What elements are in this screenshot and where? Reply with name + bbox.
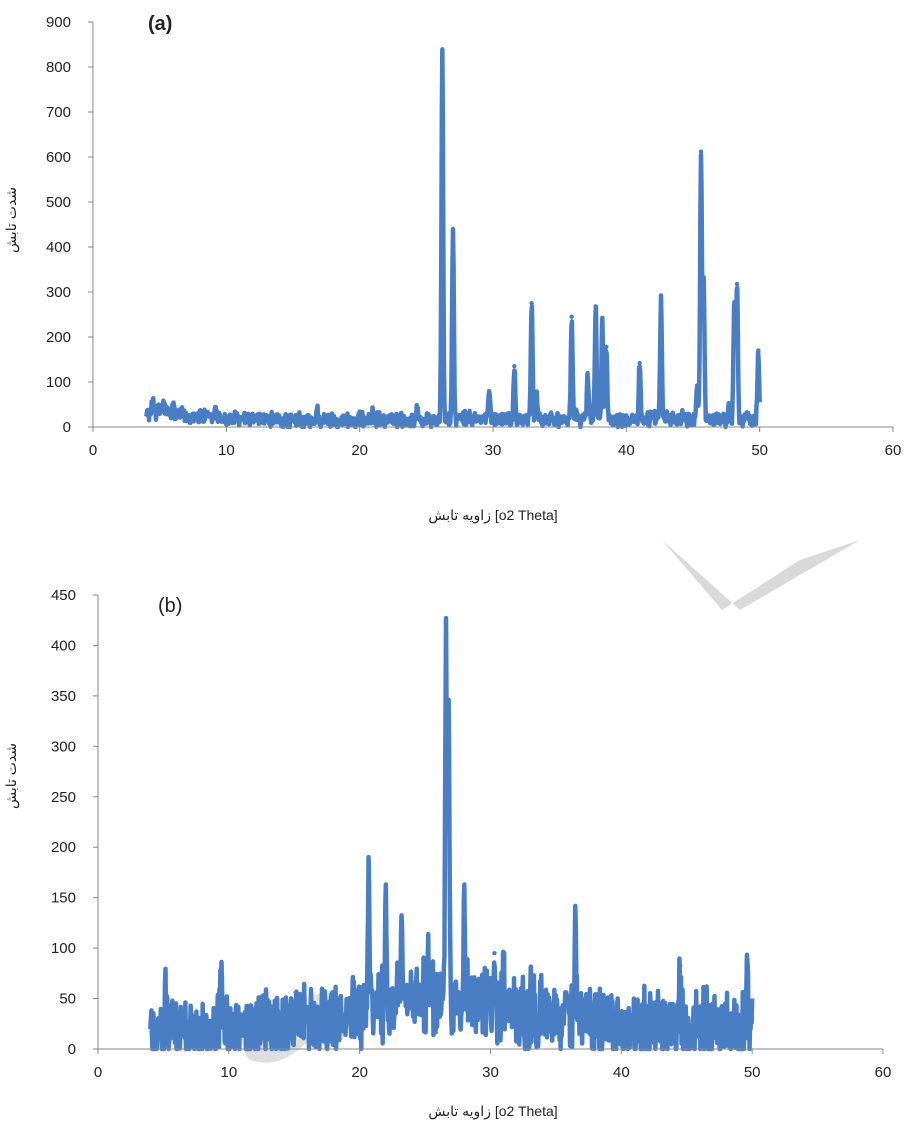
y-tick-label-b: 0 <box>68 1041 76 1058</box>
peak-point-a-24 <box>732 299 737 305</box>
peak-point-b-8 <box>446 703 451 709</box>
peak-point-a-18 <box>637 360 642 366</box>
y-tick-label-a: 400 <box>46 239 71 256</box>
y-tick-label-a: 0 <box>63 419 71 436</box>
peak-point-b-6 <box>425 950 430 956</box>
peak-point-b-2 <box>293 990 298 995</box>
x-tick-label-b: 0 <box>94 1064 102 1081</box>
peak-point-a-25 <box>734 281 740 287</box>
peak-point-a-11 <box>529 301 534 306</box>
y-tick-label-b: 150 <box>51 890 76 907</box>
peak-point-a-20 <box>694 383 700 388</box>
series-line-b <box>148 615 755 1052</box>
peak-point-a-17 <box>604 344 609 350</box>
peak-point-b-9 <box>462 915 467 921</box>
y-tick-label-a: 300 <box>46 284 71 301</box>
axes-b: 0 50 100 150 200 250 300 350 400 450 0 10 20 30 40 50 60 <box>51 587 891 1081</box>
y-tick-label-a: 500 <box>46 194 71 211</box>
peak-point-a-16 <box>600 321 605 326</box>
peak-point-a-12 <box>534 397 540 403</box>
peak-point-a-1 <box>161 400 166 405</box>
y-tick-label-a: 900 <box>46 14 71 31</box>
x-axis-title-a: زاویه تابش [o2 Theta] <box>428 507 557 524</box>
y-tick-label-b: 250 <box>51 789 76 806</box>
y-axis-title-b: شدت تابش <box>3 743 20 809</box>
peak-point-b-5 <box>399 935 404 941</box>
y-tick-label-a: 800 <box>46 59 71 76</box>
plot-area-b <box>148 615 755 1052</box>
x-tick-label-a: 0 <box>89 442 97 459</box>
x-tick-label-b: 10 <box>220 1064 237 1081</box>
peak-point-a-7 <box>440 51 445 56</box>
peak-point-a-2 <box>170 403 176 408</box>
peak-point-a-13 <box>569 314 574 319</box>
y-tick-label-b: 350 <box>51 688 76 705</box>
y-axis-title-a: شدت تابش <box>3 187 20 253</box>
axes-a: 0 100 200 300 400 500 600 700 800 900 0 10 20 30 40 50 6… <box>46 14 901 459</box>
peak-point-a-19 <box>658 299 664 305</box>
peak-point-a-6 <box>414 407 420 413</box>
x-tick-label-a: 60 <box>885 442 902 459</box>
y-tick-label-b: 400 <box>51 637 76 654</box>
watermark <box>242 540 860 1063</box>
peak-point-a-23 <box>726 404 732 409</box>
peak-point-a-21 <box>698 149 704 154</box>
peak-point-a-8 <box>450 226 456 232</box>
peak-point-a-3 <box>213 405 218 410</box>
series-line-a <box>144 47 762 430</box>
chart-panel-a: 0 100 200 300 400 500 600 700 800 900 0 10 20 30 40 50 6… <box>3 13 901 524</box>
panel-label-a: (a) <box>148 13 172 35</box>
plot-area-a <box>144 47 762 430</box>
x-tick-label-a: 30 <box>485 442 502 459</box>
peak-point-a-22 <box>701 276 706 281</box>
peak-point-b-7 <box>443 637 449 642</box>
x-axis-title-b: زاویه تابش [o2 Theta] <box>428 1103 557 1120</box>
y-tick-label-a: 100 <box>46 374 71 391</box>
x-tick-label-b: 30 <box>482 1064 499 1081</box>
y-tick-label-b: 300 <box>51 738 76 755</box>
x-tick-label-a: 20 <box>351 442 368 459</box>
peak-point-b-14 <box>744 958 750 963</box>
chart-panel-b: 0 50 100 150 200 250 300 350 400 450 0 10 20 30 40 50 60… <box>3 587 891 1120</box>
y-tick-label-a: 200 <box>46 329 71 346</box>
peak-point-a-0 <box>150 396 156 402</box>
watermark-stroke-1 <box>662 540 860 610</box>
y-tick-label-b: 450 <box>51 587 76 604</box>
peak-point-a-4 <box>314 407 320 413</box>
x-tick-label-b: 20 <box>351 1064 368 1081</box>
peak-point-a-10 <box>512 364 517 369</box>
peak-point-b-13 <box>678 963 683 968</box>
x-tick-label-b: 40 <box>613 1064 630 1081</box>
y-tick-label-b: 100 <box>51 940 76 957</box>
peak-point-b-10 <box>492 950 497 956</box>
peak-point-b-4 <box>383 912 389 918</box>
peak-point-b-0 <box>163 990 169 995</box>
y-tick-label-a: 700 <box>46 104 71 121</box>
x-tick-label-b: 50 <box>744 1064 761 1081</box>
x-tick-label-a: 40 <box>618 442 635 459</box>
peak-point-a-15 <box>593 304 598 309</box>
peak-point-a-14 <box>585 370 590 376</box>
peak-point-b-11 <box>501 956 506 961</box>
y-tick-label-a: 600 <box>46 149 71 166</box>
peak-point-a-26 <box>756 348 761 353</box>
peak-point-a-5 <box>370 409 376 415</box>
x-tick-label-b: 60 <box>875 1064 892 1081</box>
y-tick-label-b: 50 <box>59 991 76 1008</box>
peak-point-b-3 <box>366 859 372 864</box>
peak-point-b-1 <box>218 971 224 976</box>
x-tick-label-a: 10 <box>218 442 235 459</box>
x-tick-label-a: 50 <box>751 442 768 459</box>
peak-point-b-12 <box>573 921 578 927</box>
y-tick-label-b: 200 <box>51 839 76 856</box>
peak-point-a-9 <box>486 388 492 394</box>
panel-label-b: (b) <box>158 595 182 617</box>
